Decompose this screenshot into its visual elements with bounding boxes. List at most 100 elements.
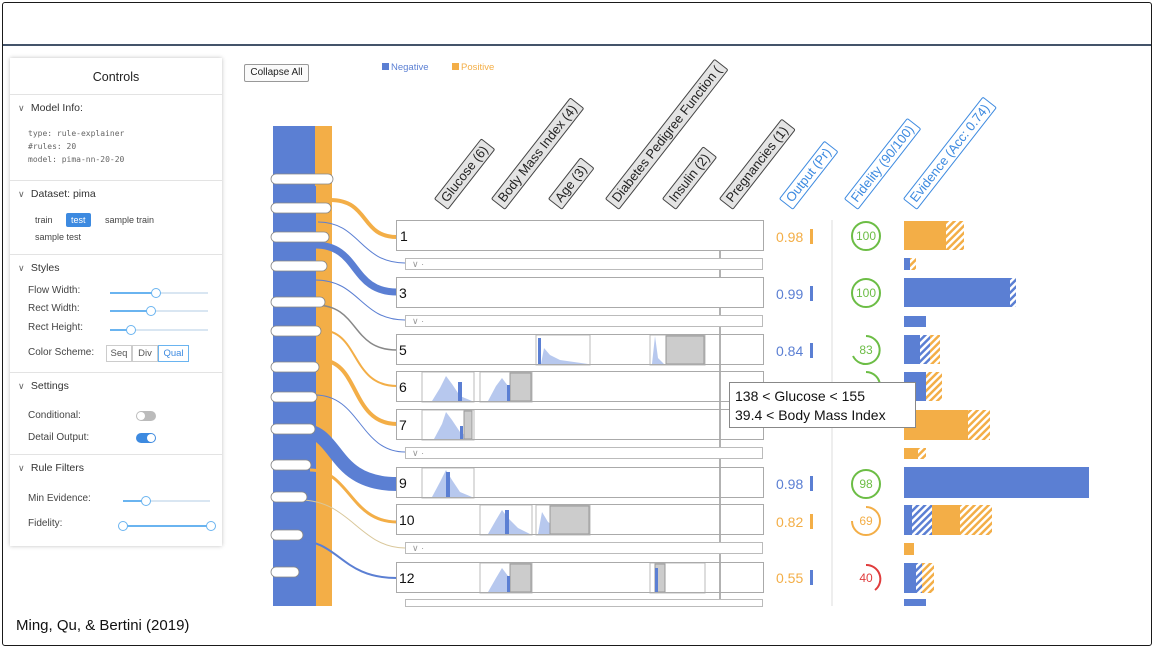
fidelity-value-rule-1: 100 (855, 229, 877, 243)
fidelity-max-handle[interactable] (206, 521, 216, 531)
rule-row-10[interactable] (396, 504, 764, 535)
styles-section: ∨ Styles Flow Width: Rect Width: Rect He… (10, 254, 222, 372)
expand-chevron-icon: ∨ · (412, 543, 425, 553)
flow-width-slider[interactable] (151, 288, 161, 298)
conditional-toggle[interactable] (136, 411, 156, 421)
tooltip-line-1: 138 < Glucose < 155 (735, 388, 865, 404)
styles-toggle[interactable]: ∨ Styles (18, 262, 60, 274)
rule-id: 5 (399, 342, 407, 358)
settings-toggle[interactable]: ∨ Settings (18, 380, 69, 392)
controls-title: Controls (92, 70, 140, 84)
chevron-down-icon: ∨ (18, 189, 25, 199)
dataset-option-sample-test[interactable]: sample test (35, 232, 82, 242)
fidelity-value-rule-12: 40 (859, 571, 873, 585)
model-info-title: Model Info: (30, 102, 83, 114)
dataset-toggle[interactable]: ∨ Dataset: pima (18, 188, 96, 200)
dataset-option-sample-train[interactable]: sample train (105, 215, 155, 225)
fidelity-filter-label: Fidelity: (28, 518, 63, 529)
model-info-toggle[interactable]: ∨ Model Info: (18, 102, 83, 114)
flow-curve (317, 221, 406, 264)
chevron-down-icon: ∨ (18, 103, 25, 113)
rule-id: 9 (399, 475, 407, 491)
tooltip-line-2: 39.4 < Body Mass Index (735, 407, 886, 423)
controls-panel: Controls ∨ Model Info: type: rule-explai… (10, 58, 222, 546)
fidelity-ring-10 (851, 506, 881, 536)
model-type: type: rule-explainer (28, 129, 125, 138)
histogram-rule-7 (421, 409, 475, 441)
rect-height-slider[interactable] (126, 325, 136, 335)
min-evidence-fill (123, 500, 146, 502)
dataset-option-test[interactable]: test (66, 213, 91, 227)
collapsed-rule-row[interactable]: ∨ · (405, 315, 763, 327)
scheme-div-button[interactable]: Div (132, 345, 158, 362)
flow-curve (314, 394, 406, 453)
rule-row-1[interactable] (396, 220, 764, 251)
flow-width-label: Flow Width: (28, 285, 81, 296)
output-value-rule-9: 0.98 (776, 476, 804, 492)
conditional-label: Conditional: (28, 410, 81, 421)
fidelity-range-fill (123, 525, 211, 527)
header-divider (3, 44, 1151, 46)
styles-title: Styles (30, 262, 60, 274)
output-value-rule-10: 0.82 (776, 514, 804, 530)
rule-id: 3 (399, 285, 407, 301)
fidelity-ring-9 (851, 469, 881, 499)
evidence-bar-10 (904, 505, 912, 535)
model-info-section: ∨ Model Info: type: rule-explainer #rule… (10, 94, 222, 180)
negative-swatch (382, 63, 389, 70)
rule-filters-title: Rule Filters (30, 462, 85, 474)
rule-row-9[interactable] (396, 467, 764, 498)
min-evidence-track (123, 500, 210, 502)
histogram-rule-6 (421, 371, 533, 403)
rule-row-3[interactable] (396, 277, 764, 308)
model-rules-count: #rules: 20 (28, 142, 77, 151)
rule-id: 6 (399, 379, 407, 395)
fidelity-value-rule-10: 69 (859, 514, 873, 528)
histogram-rule-10 (479, 504, 591, 536)
evidence-bar-9 (904, 467, 1089, 498)
evidence-bar-1 (904, 221, 946, 250)
collapsed-rule-row[interactable]: ∨ · (405, 447, 763, 459)
flow-curve (329, 198, 398, 239)
fidelity-value-rule-9: 98 (859, 477, 873, 491)
rule-filters-section: ∨ Rule Filters Min Evidence: Fidelity: (10, 454, 222, 546)
flow-curve (314, 279, 406, 321)
toggle-knob (147, 434, 155, 442)
fidelity-min-handle[interactable] (118, 521, 128, 531)
citation: Ming, Qu, & Bertini (2019) (16, 617, 190, 634)
rule-row-5[interactable] (396, 334, 764, 365)
output-value-rule-12: 0.55 (776, 570, 804, 586)
collapsed-rule-row[interactable]: ∨ · (405, 258, 763, 270)
detail-output-toggle[interactable] (136, 433, 156, 443)
rule-row-6[interactable] (396, 371, 764, 402)
rule-row-7[interactable] (396, 409, 764, 440)
detail-output-label: Detail Output: (28, 432, 90, 443)
chevron-down-icon: ∨ (18, 263, 25, 273)
color-scheme-label: Color Scheme: (28, 347, 95, 358)
fidelity-ring-5 (852, 335, 881, 365)
legend-negative[interactable]: Negative (382, 62, 429, 73)
flow-curve (314, 241, 398, 296)
collapse-all-button[interactable]: Collapse All (244, 64, 309, 82)
legend-positive[interactable]: Positive (452, 62, 494, 73)
flow-curve (314, 304, 398, 351)
dataset-section: ∨ Dataset: pima train test sample train … (10, 180, 222, 254)
dataset-option-train[interactable]: train (35, 215, 53, 225)
rule-id: 10 (399, 512, 415, 528)
scheme-qual-button[interactable]: Qual (158, 345, 189, 362)
settings-title: Settings (30, 380, 69, 392)
rule-filters-toggle[interactable]: ∨ Rule Filters (18, 462, 84, 474)
scheme-seq-button[interactable]: Seq (106, 345, 132, 362)
collapsed-rule-row[interactable] (405, 599, 763, 607)
collapsed-rule-row[interactable]: ∨ · (405, 542, 763, 554)
flow-curve (319, 358, 398, 426)
flow-stream-positive (315, 126, 332, 186)
min-evidence-slider[interactable] (141, 496, 151, 506)
rule-row-12[interactable] (396, 562, 764, 593)
rule-id: 1 (400, 228, 408, 244)
chevron-down-icon: ∨ (18, 463, 25, 473)
condition-tooltip: 138 < Glucose < 155 39.4 < Body Mass Ind… (729, 382, 916, 428)
min-evidence-label: Min Evidence: (28, 493, 91, 504)
rect-width-slider[interactable] (146, 306, 156, 316)
